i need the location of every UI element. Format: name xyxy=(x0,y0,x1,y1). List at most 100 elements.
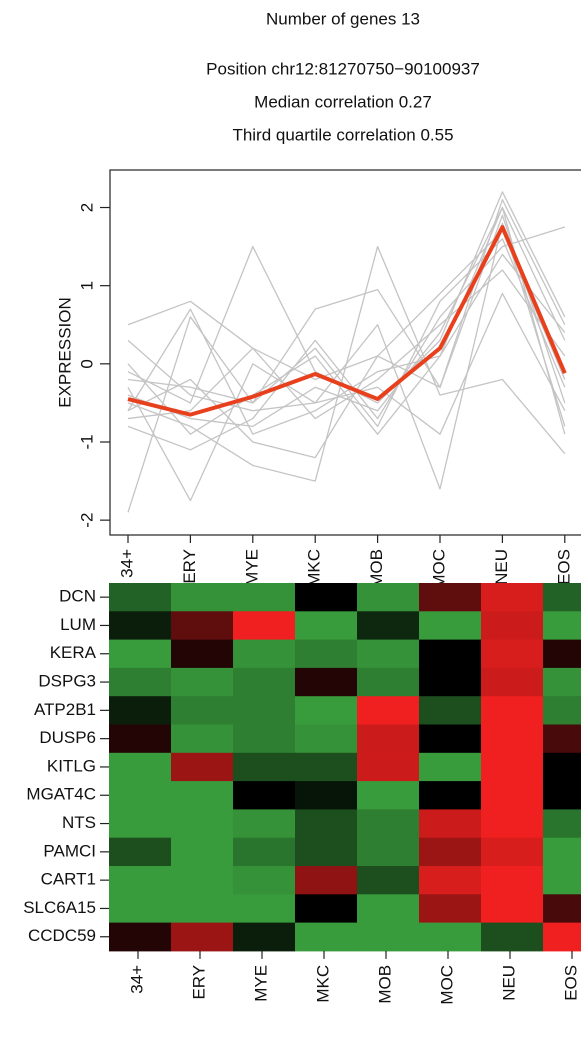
heatmap-cell xyxy=(171,752,234,782)
x-tick-label: MYE xyxy=(251,965,270,1002)
heatmap-cell xyxy=(481,696,544,725)
x-tick-label: MYE xyxy=(242,549,261,586)
series-line xyxy=(127,206,566,435)
heatmap-cell xyxy=(171,667,234,697)
heatmap-cell xyxy=(109,611,172,641)
row-label: KITLG xyxy=(47,756,96,775)
row-label: KERA xyxy=(50,643,97,662)
row-label: CCDC59 xyxy=(28,926,96,945)
heatmap-cell xyxy=(233,583,296,612)
heatmap-cell xyxy=(109,724,172,754)
heatmap-cell xyxy=(233,611,296,641)
heatmap-cell xyxy=(295,894,358,924)
y-tick-label: -2 xyxy=(77,513,96,528)
y-tick-label: 2 xyxy=(77,203,96,212)
heatmap-cell xyxy=(295,752,358,782)
heatmap-cell xyxy=(481,667,544,697)
heatmap-cell xyxy=(357,866,420,895)
series-line xyxy=(127,214,566,404)
x-tick-label: MOC xyxy=(429,549,448,589)
heatmap-cell xyxy=(109,639,172,669)
heatmap-cell xyxy=(171,837,234,867)
heatmap-cell xyxy=(295,639,358,669)
row-label: DUSP6 xyxy=(39,728,96,747)
heatmap-cell xyxy=(171,781,234,810)
heatmap-cell xyxy=(233,724,296,754)
x-tick-label: NEU xyxy=(499,965,518,1001)
chart-title: Third quartile correlation 0.55 xyxy=(232,125,453,144)
x-tick-label: MKC xyxy=(313,965,332,1003)
heatmap-cell xyxy=(171,724,234,754)
heatmap-cell xyxy=(481,809,544,839)
heatmap-cell xyxy=(109,583,172,612)
chart-title: Number of genes 13 xyxy=(266,9,420,28)
heatmap-cell xyxy=(419,639,482,669)
heatmap-cell xyxy=(357,809,420,839)
heatmap-cell xyxy=(295,583,358,612)
x-tick-label: MKC xyxy=(305,549,324,587)
heatmap-cell xyxy=(295,866,358,895)
heatmap-cell xyxy=(543,809,581,839)
plot-frame xyxy=(109,169,581,536)
heatmap-cell xyxy=(419,809,482,839)
y-tick-label: -1 xyxy=(77,434,96,449)
heatmap-cell xyxy=(481,752,544,782)
heatmap-cell xyxy=(233,752,296,782)
heatmap-cell xyxy=(171,639,234,669)
heatmap-cell xyxy=(543,922,581,952)
heatmap-cell xyxy=(543,724,581,754)
heatmap-cell xyxy=(171,696,234,725)
heatmap-cell xyxy=(357,781,420,810)
row-label: ATP2B1 xyxy=(34,700,96,719)
heatmap-cell xyxy=(357,922,420,952)
series-line xyxy=(127,245,566,482)
heatmap-cell xyxy=(233,781,296,810)
heatmap-cell xyxy=(233,639,296,669)
heatmap-cell xyxy=(481,922,544,952)
heatmap-cell xyxy=(419,667,482,697)
heatmap-cell xyxy=(543,894,581,924)
series-line xyxy=(127,226,565,451)
y-axis-label: EXPRESSION xyxy=(55,297,74,408)
x-tick-label: ERY xyxy=(189,965,208,1000)
heatmap-cell xyxy=(481,837,544,867)
chart-title: Median correlation 0.27 xyxy=(254,92,432,111)
x-tick-label: MOB xyxy=(367,549,386,588)
y-tick-label: 1 xyxy=(77,281,96,290)
heatmap-cell xyxy=(357,583,420,612)
heatmap-cell xyxy=(295,922,358,952)
series-line xyxy=(127,253,566,435)
heatmap-cell xyxy=(109,696,172,725)
heatmap-cell xyxy=(419,866,482,895)
heatmap-cell xyxy=(171,866,234,895)
heatmap-cell xyxy=(109,866,172,895)
x-tick-label: MOB xyxy=(375,965,394,1004)
heatmap-cell xyxy=(419,611,482,641)
heatmap-cell xyxy=(295,667,358,697)
heatmap-cell xyxy=(233,809,296,839)
heatmap-cell xyxy=(171,922,234,952)
heatmap-cell xyxy=(109,667,172,697)
heatmap-cell xyxy=(543,583,581,612)
heatmap-cell xyxy=(233,866,296,895)
chart-title: Position chr12:81270750−90100937 xyxy=(206,59,480,78)
series-line xyxy=(127,238,566,428)
heatmap-cell xyxy=(295,837,358,867)
heatmap-cell xyxy=(543,667,581,697)
heatmap-cell xyxy=(419,837,482,867)
heatmap-cell xyxy=(481,611,544,641)
heatmap-cell xyxy=(295,611,358,641)
row-label: DCN xyxy=(59,587,96,606)
row-label: NTS xyxy=(62,813,96,832)
heatmap-cell xyxy=(295,696,358,725)
heatmap-cell xyxy=(543,696,581,725)
heatmap-cell xyxy=(543,837,581,867)
row-label: SLC6A15 xyxy=(23,898,96,917)
heatmap-cell xyxy=(481,894,544,924)
row-label: PAMCI xyxy=(43,841,96,860)
row-label: MGAT4C xyxy=(26,785,96,804)
heatmap-cell xyxy=(109,837,172,867)
row-label: LUM xyxy=(60,615,96,634)
heatmap-cell xyxy=(543,639,581,669)
heatmap-cell xyxy=(419,781,482,810)
